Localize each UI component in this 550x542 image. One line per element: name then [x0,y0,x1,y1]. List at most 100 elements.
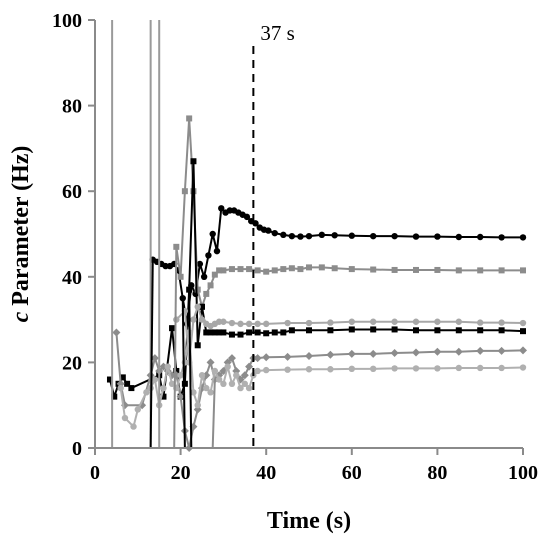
data-point-2-4 [124,380,131,387]
data-point-4-40 [476,346,485,355]
data-point-2-28 [288,327,295,334]
x-ticks: 0 20 40 60 80 100 [90,448,538,484]
data-point-0-33 [318,231,326,239]
data-point-3-19 [348,318,355,325]
data-point-2-30 [327,327,334,334]
x-tick-label-20: 20 [171,462,191,484]
data-point-2-25 [263,330,270,337]
data-point-2-20 [220,329,227,336]
data-point-2-14 [194,342,201,349]
data-point-5-16 [194,402,201,409]
data-point-5-4 [143,389,150,396]
data-point-3-21 [391,318,398,325]
data-point-1-26 [391,266,398,273]
data-point-1-2 [181,188,188,195]
data-point-1-25 [370,266,377,273]
data-point-1-24 [348,266,355,273]
data-point-2-27 [280,329,287,336]
data-point-3-18 [327,319,334,326]
data-point-0-42 [498,234,505,241]
spike-line-3 [149,259,154,449]
data-point-1-30 [477,267,484,274]
data-point-0-29 [280,231,287,239]
y-axis-title: c Parameter (Hz) [8,146,34,323]
data-point-2-34 [413,327,419,334]
data-point-5-17 [198,372,206,379]
data-point-4-41 [497,346,506,355]
data-point-1-7 [203,290,210,297]
data-point-1-21 [306,264,312,271]
data-point-2-37 [477,327,484,334]
data-point-5-39 [434,365,441,372]
data-point-0-37 [391,232,398,240]
data-point-0-39 [434,233,441,240]
series-line-5 [119,331,524,428]
data-point-5-23 [224,363,231,370]
data-point-5-41 [477,364,484,372]
data-point-5-25 [233,372,240,379]
data-point-0-14 [209,230,216,238]
data-point-5-19 [207,389,214,396]
data-point-2-17 [207,329,214,336]
y-tick-label-20: 20 [62,352,82,374]
data-point-1-14 [246,266,253,273]
data-point-4-33 [326,350,335,359]
data-point-5-1 [121,414,129,422]
data-point-5-37 [391,365,398,372]
data-point-5-36 [370,365,377,373]
data-point-4-26 [240,371,249,380]
data-point-0-30 [288,232,296,240]
data-point-1-17 [271,267,278,274]
data-point-0-28 [271,229,278,237]
data-point-0-11 [196,260,204,268]
data-point-4-36 [390,348,399,357]
data-point-2-23 [246,329,253,336]
series-line-2 [109,160,524,398]
data-point-1-12 [228,266,235,273]
data-point-1-18 [280,266,287,273]
data-point-3-23 [434,318,441,325]
data-point-0-35 [348,232,355,239]
data-point-3-16 [284,319,291,327]
data-point-2-36 [455,327,462,334]
data-point-3-25 [477,319,484,326]
data-point-2-22 [237,331,244,338]
data-point-1-20 [297,266,304,273]
data-point-1-15 [254,267,261,274]
data-point-0-13 [205,252,212,259]
data-point-2-13 [190,158,197,165]
plot-lines [106,115,527,452]
data-point-3-17 [305,319,313,327]
data-point-1-3 [186,115,193,122]
data-point-2-15 [199,303,205,310]
data-point-2-21 [228,331,235,338]
annotation-label: 37 s [260,21,294,45]
data-point-1-10 [216,267,223,274]
data-point-1-8 [207,282,214,289]
data-point-2-24 [254,329,261,336]
data-point-2-3 [119,374,126,381]
data-point-1-29 [455,267,462,274]
data-point-5-38 [412,365,420,372]
x-axis-title: Time (s) [267,508,351,534]
data-point-3-26 [498,319,505,326]
data-point-5-18 [203,384,210,392]
data-point-5-0 [117,384,124,392]
data-point-0-43 [519,234,527,241]
data-point-5-34 [327,366,334,373]
spike-line-5 [188,289,193,449]
y-tick-label-60: 60 [62,181,82,203]
data-point-2-38 [498,327,505,334]
data-point-2-39 [520,328,526,335]
data-point-1-5 [194,286,201,293]
data-point-5-20 [211,367,219,375]
data-point-5-26 [237,384,244,392]
x-tick-label-80: 80 [427,462,447,484]
data-point-4-29 [253,354,262,363]
data-point-0-12 [200,273,208,280]
data-point-4-23 [227,354,236,363]
x-tick-label-60: 60 [342,462,362,484]
data-point-0-36 [370,232,377,240]
data-point-2-16 [203,329,210,336]
data-point-4-34 [347,349,356,358]
